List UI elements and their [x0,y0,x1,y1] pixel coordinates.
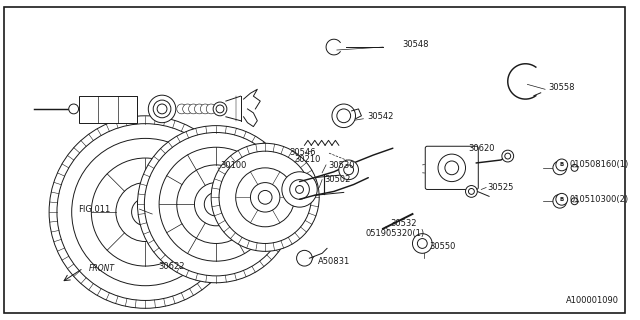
Circle shape [72,138,219,286]
Text: B: B [559,197,564,202]
FancyBboxPatch shape [425,146,478,189]
Circle shape [211,143,319,251]
Circle shape [148,95,176,123]
Text: 051905320(1): 051905320(1) [365,229,424,238]
Text: 30532: 30532 [390,219,417,228]
Text: 30502: 30502 [324,175,351,184]
Circle shape [553,161,566,175]
Text: B: B [557,165,562,170]
Circle shape [68,104,79,114]
Text: 30100: 30100 [220,161,246,170]
Text: 30530: 30530 [328,161,355,170]
Circle shape [138,126,294,283]
Circle shape [556,193,568,205]
Text: A50831: A50831 [318,257,351,266]
Circle shape [502,150,514,162]
Circle shape [465,186,477,197]
Text: 30542: 30542 [367,112,394,121]
Text: 30546: 30546 [290,148,316,157]
Text: 30548: 30548 [403,40,429,49]
Circle shape [556,159,568,171]
Text: 30525: 30525 [487,183,513,192]
Circle shape [177,104,187,114]
Text: 30210: 30210 [294,156,321,164]
Text: 30620: 30620 [468,144,495,153]
Circle shape [213,102,227,116]
Circle shape [339,160,358,180]
Text: B: B [559,163,564,167]
Circle shape [296,250,312,266]
Text: 010510300(2): 010510300(2) [570,195,628,204]
Circle shape [553,194,566,208]
Text: A100001090: A100001090 [566,296,619,305]
Text: 30550: 30550 [429,242,456,251]
Circle shape [282,172,317,207]
Circle shape [571,164,578,171]
Text: 30622: 30622 [159,261,185,271]
Circle shape [332,104,356,128]
Text: 30558: 30558 [548,83,575,92]
Bar [79,96,138,123]
Circle shape [200,104,210,114]
Circle shape [49,116,241,308]
Circle shape [206,104,216,114]
Circle shape [195,104,204,114]
Text: 010508160(1): 010508160(1) [570,160,629,169]
Text: FRONT: FRONT [88,264,115,273]
Circle shape [182,104,193,114]
Text: FIG.011: FIG.011 [79,204,111,214]
Circle shape [413,234,432,253]
Text: B: B [557,199,562,204]
Circle shape [571,198,578,205]
Circle shape [189,104,198,114]
